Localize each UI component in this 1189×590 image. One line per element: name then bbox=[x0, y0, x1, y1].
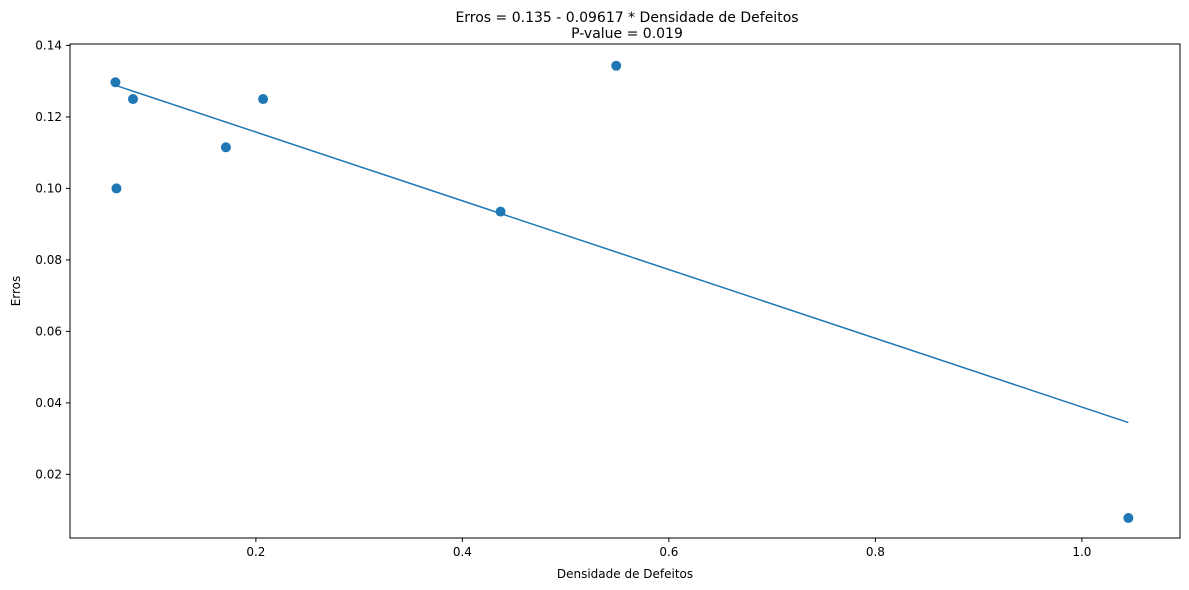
scatter-point bbox=[220, 142, 231, 153]
scatter-point bbox=[258, 94, 269, 105]
y-tick-label: 0.14 bbox=[35, 38, 62, 52]
y-axis-ticks: 0.02 0.04 0.06 0.08 0.10 0.12 0.14 bbox=[35, 38, 70, 481]
chart-title: Erros = 0.135 - 0.09617 * Densidade de D… bbox=[455, 10, 798, 26]
scatter-point bbox=[611, 60, 622, 71]
x-tick-label: 0.8 bbox=[866, 545, 885, 559]
y-tick-label: 0.02 bbox=[35, 467, 62, 481]
y-tick-label: 0.12 bbox=[35, 110, 62, 124]
x-tick-label: 0.2 bbox=[246, 545, 265, 559]
y-tick-label: 0.10 bbox=[35, 181, 62, 195]
x-axis-ticks: 0.2 0.4 0.6 0.8 1.0 bbox=[246, 538, 1091, 559]
scatter-point bbox=[495, 206, 506, 217]
y-tick-label: 0.06 bbox=[35, 324, 62, 338]
scatter-point bbox=[110, 77, 121, 88]
regression-line bbox=[115, 84, 1129, 424]
chart-subtitle: P-value = 0.019 bbox=[571, 26, 683, 42]
x-tick-label: 0.4 bbox=[453, 545, 472, 559]
y-axis-label: Erros bbox=[9, 276, 23, 307]
x-tick-label: 0.6 bbox=[659, 545, 678, 559]
x-axis-label: Densidade de Defeitos bbox=[557, 567, 693, 581]
y-tick-label: 0.08 bbox=[35, 253, 62, 267]
y-tick-label: 0.04 bbox=[35, 396, 62, 410]
plot-content bbox=[110, 60, 1134, 523]
scatter-point bbox=[1123, 512, 1134, 523]
plot-frame bbox=[69, 43, 1181, 539]
scatter-point bbox=[127, 94, 138, 105]
x-tick-label: 1.0 bbox=[1072, 545, 1091, 559]
scatter-point bbox=[111, 183, 122, 194]
